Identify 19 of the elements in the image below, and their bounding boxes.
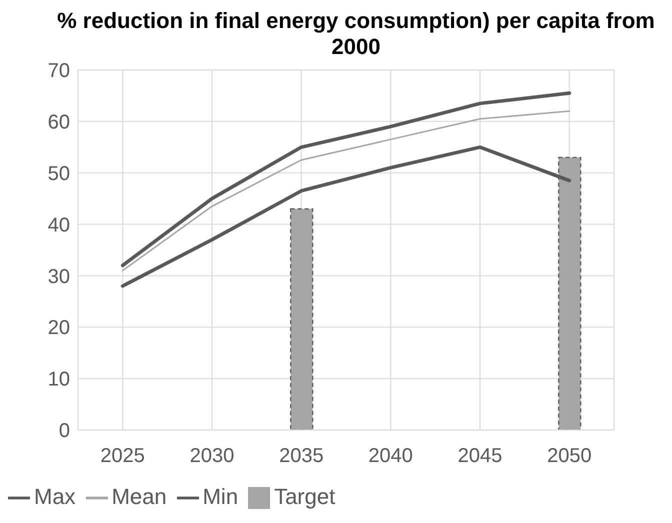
legend-label: Max xyxy=(34,484,76,509)
x-tick-label: 2050 xyxy=(547,445,592,468)
x-tick-label: 2025 xyxy=(100,445,145,468)
y-tick-label: 20 xyxy=(48,317,70,340)
y-tick-label: 60 xyxy=(48,112,70,134)
x-tick-label: 2040 xyxy=(368,445,413,468)
x-tick-label: 2030 xyxy=(190,445,234,468)
chart-title: % reduction in final energy consumption) per capita from 2000 xyxy=(56,8,656,60)
y-tick-label: 0 xyxy=(58,420,70,442)
y-tick-label: 40 xyxy=(48,214,70,236)
legend-label: Min xyxy=(202,484,238,509)
legend-label: Target xyxy=(274,484,336,509)
y-tick-label: 70 xyxy=(48,60,70,82)
y-tick-label: 50 xyxy=(48,162,70,185)
y-tick-label: 30 xyxy=(48,266,70,288)
x-tick-label: 2045 xyxy=(458,445,502,468)
x-tick-label: 2035 xyxy=(279,445,324,468)
legend-label: Mean xyxy=(112,484,167,509)
y-tick-label: 10 xyxy=(48,368,70,391)
